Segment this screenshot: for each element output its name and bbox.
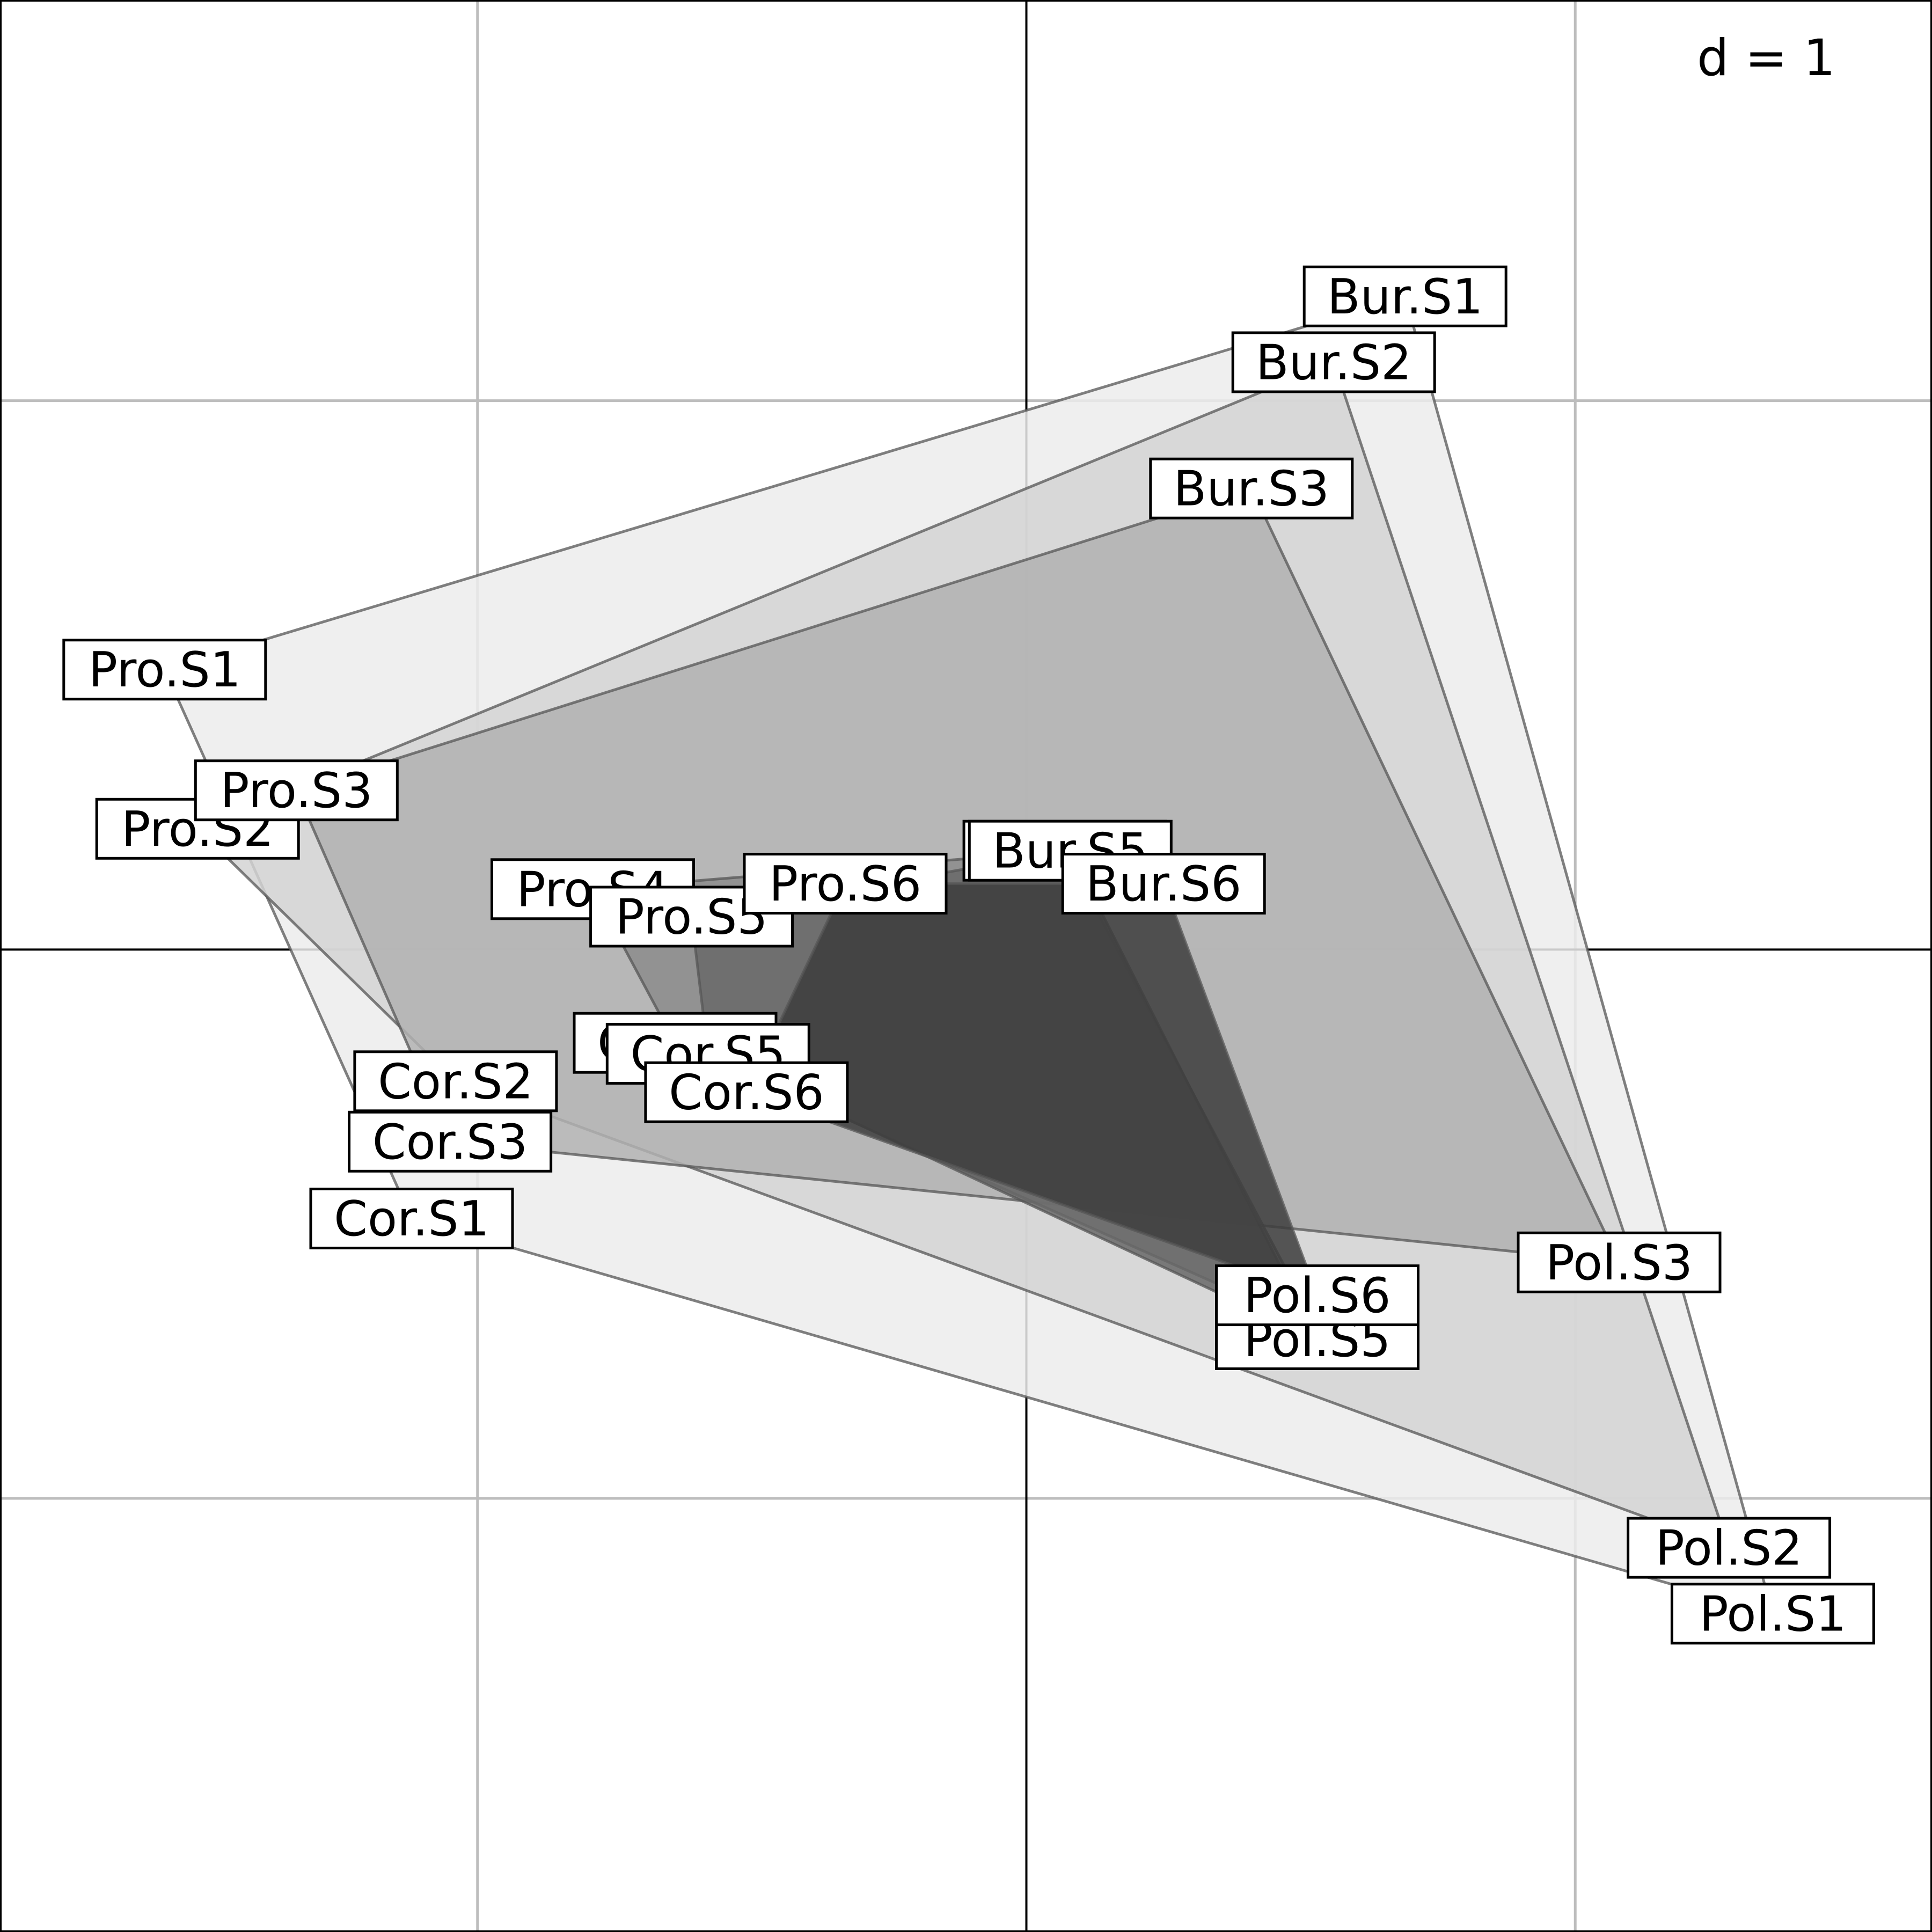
- label-text: Cor.S2: [378, 1053, 533, 1110]
- label-text: Pol.S6: [1243, 1268, 1391, 1324]
- label-box: [309, 1188, 514, 1249]
- label-box: [644, 1061, 849, 1123]
- label-text: Pol.S1: [1699, 1586, 1846, 1642]
- point-label-pro-s6: Pro.S6: [743, 853, 948, 915]
- label-box: [62, 639, 267, 701]
- label-text: Pol.S2: [1656, 1520, 1803, 1577]
- point-label-pro-s3: Pro.S3: [194, 759, 399, 822]
- label-text: Pro.S5: [615, 889, 767, 946]
- point-label-pol-s6: Pol.S6: [1215, 1264, 1419, 1327]
- label-text: Bur.S3: [1174, 461, 1330, 517]
- label-box: [353, 1050, 558, 1113]
- point-label-bur-s3: Bur.S3: [1149, 457, 1354, 519]
- point-labels: Pro.S1Bur.S1Pol.S1Cor.S1Pro.S2Bur.S2Pol.…: [62, 265, 1875, 1645]
- point-label-bur-s6: Bur.S6: [1061, 853, 1266, 915]
- label-text: Cor.S1: [334, 1191, 489, 1247]
- label-box: [1149, 457, 1354, 519]
- label-text: Pol.S3: [1546, 1235, 1693, 1291]
- label-box: [194, 759, 399, 822]
- point-label-cor-s6: Cor.S6: [644, 1061, 849, 1123]
- label-text: Cor.S3: [372, 1114, 528, 1170]
- label-box: [1231, 331, 1436, 393]
- label-text: Pro.S3: [220, 763, 372, 819]
- point-label-cor-s2: Cor.S2: [353, 1050, 558, 1113]
- label-text: Bur.S1: [1327, 269, 1483, 325]
- label-text: Bur.S6: [1086, 856, 1242, 912]
- label-box: [1061, 853, 1266, 915]
- point-label-pro-s1: Pro.S1: [62, 639, 267, 701]
- label-box: [1670, 1583, 1875, 1645]
- label-box: [743, 853, 948, 915]
- label-box: [1517, 1231, 1722, 1293]
- label-box: [1302, 265, 1507, 327]
- scale-label: d = 1: [1697, 29, 1835, 87]
- point-label-cor-s1: Cor.S1: [309, 1188, 514, 1249]
- point-label-cor-s3: Cor.S3: [348, 1110, 553, 1173]
- label-text: Pro.S6: [769, 856, 921, 912]
- point-label-pol-s2: Pol.S2: [1627, 1517, 1832, 1579]
- point-label-pol-s1: Pol.S1: [1670, 1583, 1875, 1645]
- label-text: Cor.S6: [669, 1065, 824, 1121]
- label-box: [348, 1110, 553, 1173]
- point-label-pro-s5: Pro.S5: [589, 885, 794, 948]
- label-text: Bur.S2: [1256, 335, 1412, 391]
- label-box: [1627, 1517, 1832, 1579]
- point-label-bur-s1: Bur.S1: [1302, 265, 1507, 327]
- label-box: [1215, 1264, 1419, 1327]
- label-box: [589, 885, 794, 948]
- point-label-bur-s2: Bur.S2: [1231, 331, 1436, 393]
- point-label-pol-s3: Pol.S3: [1517, 1231, 1722, 1293]
- label-text: Pro.S1: [89, 642, 241, 698]
